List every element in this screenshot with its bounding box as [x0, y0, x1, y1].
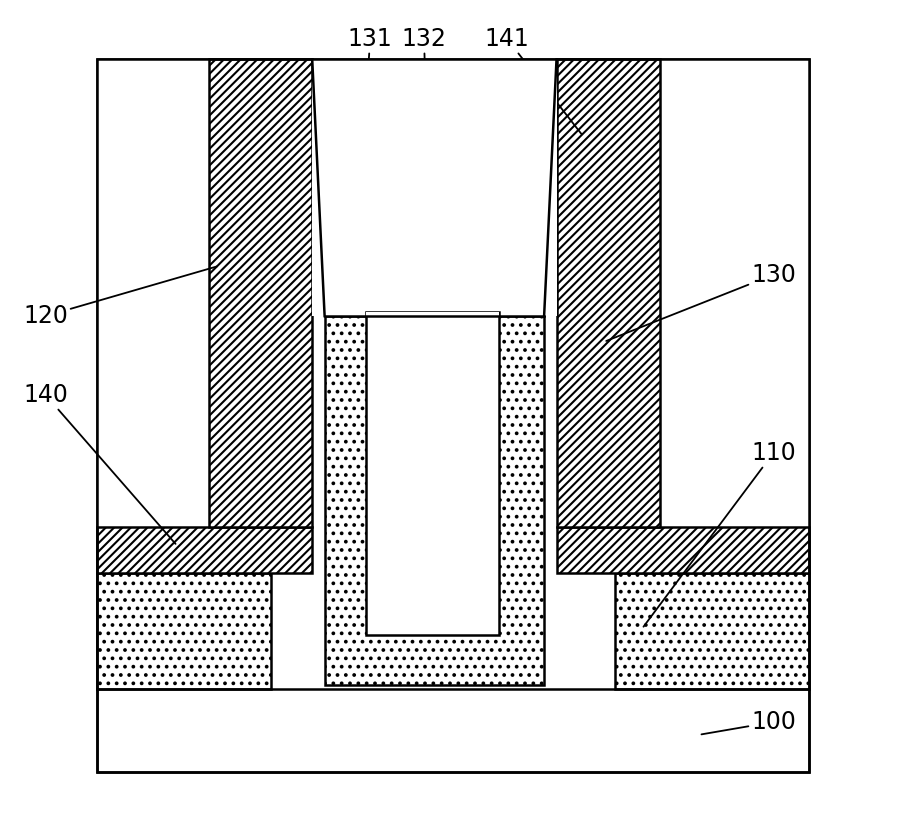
- Bar: [366, 312, 498, 316]
- Bar: [97, 573, 271, 689]
- Text: 120: 120: [23, 267, 217, 328]
- Text: 100: 100: [701, 710, 796, 735]
- Bar: [660, 59, 809, 528]
- Text: 140: 140: [23, 383, 176, 543]
- Text: 141: 141: [485, 27, 582, 134]
- Bar: [208, 59, 313, 528]
- Bar: [97, 59, 208, 528]
- Text: 131: 131: [348, 27, 392, 353]
- Bar: [324, 316, 545, 685]
- Text: 130: 130: [606, 263, 796, 341]
- Bar: [614, 573, 809, 689]
- Bar: [366, 312, 498, 635]
- Bar: [556, 528, 809, 573]
- Bar: [97, 59, 809, 772]
- Bar: [313, 59, 556, 316]
- Bar: [97, 59, 809, 772]
- Text: 132: 132: [401, 27, 447, 316]
- Bar: [556, 59, 660, 528]
- Bar: [97, 528, 313, 573]
- Text: 110: 110: [643, 440, 795, 627]
